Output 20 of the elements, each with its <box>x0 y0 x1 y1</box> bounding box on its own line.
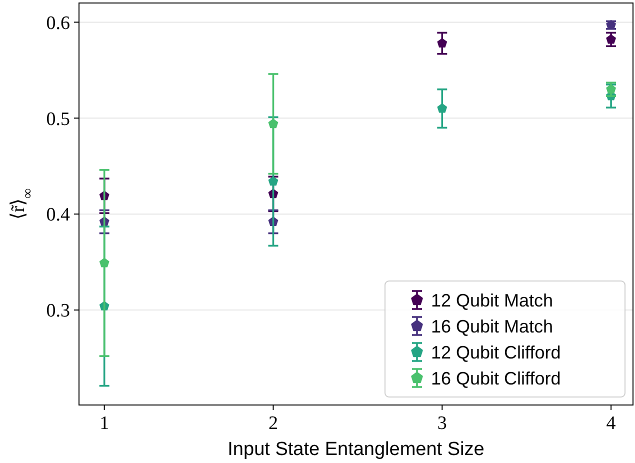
point <box>606 34 616 44</box>
y-tick-label: 0.4 <box>46 204 70 226</box>
x-tick-label: 3 <box>437 413 447 434</box>
x-axis-title: Input State Entanglement Size <box>228 439 484 460</box>
point <box>268 176 278 186</box>
point <box>268 118 278 128</box>
point <box>437 38 448 48</box>
legend-label: 12 Qubit Clifford <box>431 342 561 362</box>
point <box>99 258 110 268</box>
legend-label: 16 Qubit Clifford <box>431 368 561 388</box>
point <box>606 84 616 94</box>
x-tick-label: 4 <box>606 413 616 434</box>
y-tick-label: 0.6 <box>46 12 70 34</box>
legend-label: 16 Qubit Match <box>431 316 554 336</box>
y-tick-label: 0.3 <box>46 300 70 322</box>
y-tick-label: 0.5 <box>46 108 70 130</box>
x-tick-label: 2 <box>268 413 278 434</box>
point <box>437 103 448 113</box>
legend-label: 12 Qubit Match <box>431 290 554 310</box>
x-tick-label: 1 <box>100 413 110 434</box>
